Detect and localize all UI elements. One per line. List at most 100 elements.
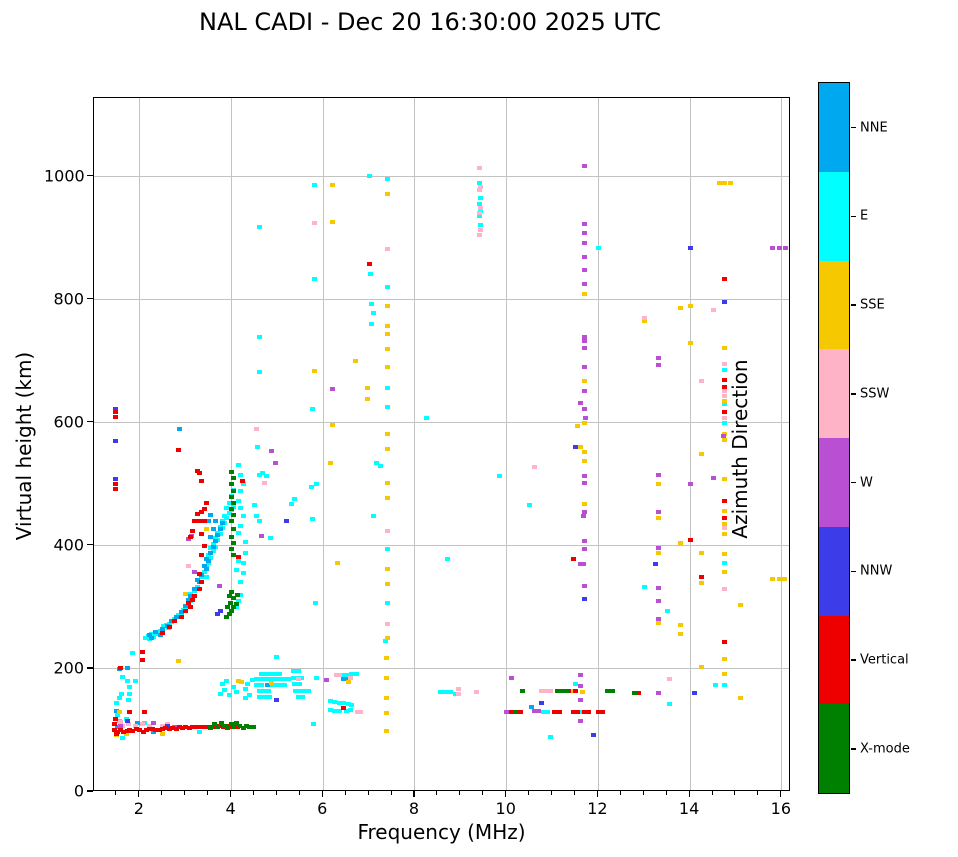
data-point xyxy=(118,666,124,671)
data-point xyxy=(263,671,269,676)
data-point xyxy=(306,689,312,694)
y-tick xyxy=(87,544,93,546)
data-point xyxy=(384,582,390,587)
data-point xyxy=(112,481,118,486)
data-point xyxy=(582,230,588,235)
data-point xyxy=(233,602,239,607)
data-point xyxy=(247,724,253,729)
data-point xyxy=(115,725,121,730)
data-point xyxy=(722,476,727,481)
data-point xyxy=(581,514,587,519)
data-point xyxy=(582,473,588,478)
data-point xyxy=(582,388,588,393)
data-point xyxy=(281,682,287,687)
data-point xyxy=(219,682,225,687)
y-tick xyxy=(87,421,93,423)
data-point xyxy=(699,665,705,670)
data-point xyxy=(203,557,209,562)
data-point xyxy=(160,724,166,729)
data-point xyxy=(237,724,243,729)
x-minor-tick xyxy=(298,791,300,795)
data-point xyxy=(655,516,661,521)
data-point xyxy=(582,538,588,543)
data-point xyxy=(183,604,189,609)
x-minor-tick xyxy=(642,791,644,795)
data-point xyxy=(476,214,482,219)
data-point xyxy=(192,570,198,575)
data-point xyxy=(722,431,727,436)
data-point xyxy=(196,586,202,591)
data-point xyxy=(699,451,705,456)
data-point xyxy=(203,526,209,531)
data-point xyxy=(267,535,273,540)
data-point xyxy=(251,502,257,507)
data-point xyxy=(187,591,193,596)
data-point xyxy=(160,631,166,636)
data-point xyxy=(215,724,221,729)
data-point xyxy=(235,558,241,563)
data-point xyxy=(238,523,244,528)
data-point xyxy=(262,694,268,699)
data-point xyxy=(238,580,244,585)
data-point xyxy=(263,677,269,682)
data-point xyxy=(365,397,371,402)
data-point xyxy=(142,636,148,641)
data-point xyxy=(384,622,390,627)
data-point xyxy=(384,676,390,681)
data-point xyxy=(261,689,267,694)
data-point xyxy=(556,710,562,715)
data-point xyxy=(477,196,483,201)
data-point xyxy=(383,639,389,644)
data-point xyxy=(200,724,206,729)
data-point xyxy=(424,415,430,420)
data-point xyxy=(125,722,131,727)
data-point xyxy=(699,574,705,579)
x-tick xyxy=(505,791,507,797)
data-point xyxy=(224,515,230,520)
data-point xyxy=(114,700,120,705)
data-point xyxy=(256,225,262,230)
data-point xyxy=(722,561,727,566)
data-point xyxy=(115,713,121,718)
data-point xyxy=(210,545,216,550)
data-point xyxy=(722,393,727,398)
data-point xyxy=(722,415,727,420)
data-point xyxy=(170,726,176,730)
x-gridline xyxy=(689,98,691,790)
data-point xyxy=(192,586,198,591)
data-point xyxy=(160,626,166,631)
data-point xyxy=(277,677,283,682)
data-point xyxy=(266,694,272,699)
data-point xyxy=(242,686,248,691)
data-point xyxy=(345,680,351,685)
data-point xyxy=(554,689,560,694)
data-point xyxy=(582,339,588,344)
data-point xyxy=(167,625,173,630)
data-point xyxy=(722,509,727,514)
x-gridline xyxy=(597,98,599,790)
data-point xyxy=(722,551,727,556)
data-point xyxy=(229,482,235,487)
data-point xyxy=(710,475,716,480)
data-point xyxy=(513,710,519,715)
data-point xyxy=(238,472,244,477)
x-minor-tick xyxy=(207,791,209,795)
data-point xyxy=(687,537,693,542)
data-point xyxy=(699,550,705,555)
data-point xyxy=(194,577,200,582)
data-point xyxy=(517,710,523,715)
data-point xyxy=(190,725,196,730)
data-point xyxy=(572,689,578,694)
data-point xyxy=(582,379,588,383)
data-point xyxy=(238,489,244,494)
data-point xyxy=(582,365,588,370)
data-point xyxy=(583,415,589,420)
data-point xyxy=(582,345,588,350)
data-point xyxy=(722,402,727,407)
data-point xyxy=(125,697,131,702)
data-point xyxy=(206,519,212,524)
data-point xyxy=(217,691,223,696)
data-point xyxy=(133,727,139,732)
data-point xyxy=(384,246,390,251)
data-point xyxy=(185,563,191,568)
